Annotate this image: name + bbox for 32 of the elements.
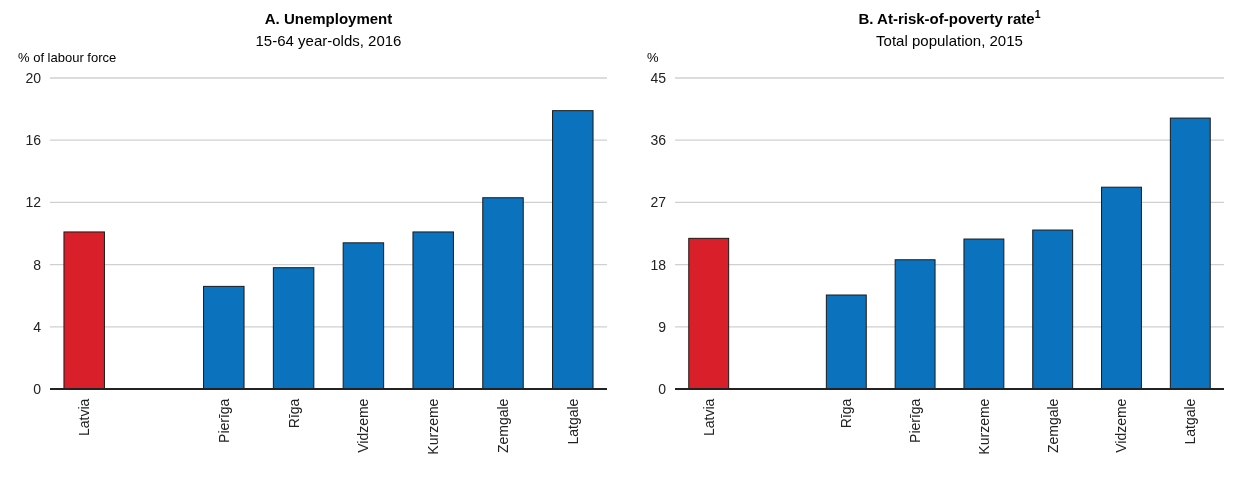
y-tick-label: 12 (25, 194, 42, 211)
y-tick-label: 36 (650, 132, 667, 149)
y-tick-label: 45 (650, 69, 667, 86)
y-tick-label: 0 (658, 380, 667, 397)
x-tick-label: Zemgale (1044, 398, 1061, 454)
x-tick-label: Vidzeme (355, 398, 372, 453)
chart-subtitle: Total population, 2015 (876, 32, 1023, 49)
chart-title: A. Unemployment (264, 10, 393, 27)
chart-title: B. At-risk-of-poverty rate$^{1}$ (858, 8, 1041, 27)
x-tick-label: Vidzeme (1113, 398, 1130, 453)
chart-subtitle: 15-64 year-olds, 2016 (255, 32, 402, 49)
x-tick-label: Rīga (838, 398, 855, 429)
y-tick-label: 20 (25, 69, 42, 86)
y-tick-label: 27 (650, 194, 667, 211)
y-tick-label: 0 (33, 380, 42, 397)
y-tick-label: 18 (650, 256, 667, 273)
x-tick-label: Rīga (285, 398, 302, 429)
x-tick-label: Latgale (564, 398, 581, 445)
x-tick-label: Latvia (700, 398, 717, 436)
x-tick-label: Latvia (76, 398, 93, 436)
y-tick-label: 8 (33, 256, 42, 273)
x-tick-label: Pierīga (215, 398, 232, 443)
y-axis-title: % of labour force (18, 50, 117, 65)
x-tick-label: Kurzeme (975, 398, 992, 455)
y-tick-label: 9 (658, 318, 667, 335)
y-tick-label: 4 (33, 318, 42, 335)
x-tick-label: Latgale (1182, 398, 1199, 445)
x-tick-label: Pierīga (907, 398, 923, 443)
x-tick-label: Zemgale (494, 398, 511, 454)
y-axis-title: % (647, 50, 659, 65)
x-tick-label: Kurzeme (425, 398, 442, 455)
y-tick-label: 16 (25, 132, 42, 149)
